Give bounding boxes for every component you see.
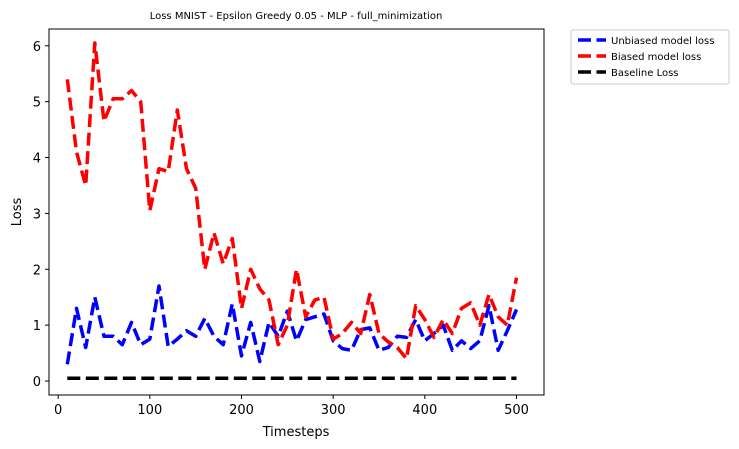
y-axis-label: Loss	[10, 198, 25, 227]
legend-label-1: Biased model loss	[611, 52, 701, 63]
legend-label-0: Unbiased model loss	[611, 36, 714, 47]
series-line-1	[65, 41, 519, 361]
chart-title: Loss MNIST - Epsilon Greedy 0.05 - MLP -…	[150, 11, 443, 22]
y-axis: 0 1 2 3 4 5 6	[33, 40, 49, 390]
y-tick-label: 0	[33, 375, 41, 390]
x-tick-label: 300	[321, 403, 346, 418]
series-layer	[65, 41, 519, 380]
legend: Unbiased model loss Biased model loss Base…	[570, 29, 730, 85]
y-tick-label: 6	[33, 40, 41, 55]
legend-label-2: Baseline Loss	[611, 68, 679, 79]
x-tick-label: 100	[137, 403, 162, 418]
x-tick-label: 500	[504, 403, 529, 418]
series-line-0	[65, 284, 519, 365]
x-tick-label: 400	[412, 403, 437, 418]
x-tick-label: 0	[54, 403, 62, 418]
y-tick-label: 2	[33, 263, 41, 278]
y-tick-label: 5	[33, 96, 41, 111]
x-tick-label: 200	[229, 403, 254, 418]
x-axis: 0 100 200 300 400 500	[54, 395, 529, 418]
legend-frame	[570, 29, 730, 85]
y-tick-label: 1	[33, 319, 41, 334]
y-tick-label: 3	[33, 207, 41, 222]
plot-frame	[48, 28, 545, 396]
x-axis-label: Timesteps	[262, 425, 330, 440]
y-tick-label: 4	[33, 152, 41, 167]
